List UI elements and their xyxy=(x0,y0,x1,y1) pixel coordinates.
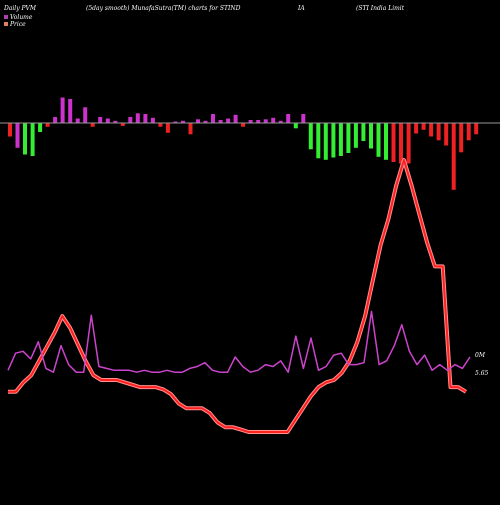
pvm-bar xyxy=(53,117,58,123)
pvm-bar xyxy=(105,118,110,123)
pvm-bar xyxy=(233,114,238,124)
pvm-bar xyxy=(361,123,366,141)
pvm-bar xyxy=(466,123,471,141)
legend-volume-label: Volume xyxy=(10,14,33,21)
header-center-left: (5day smooth) MunafaSutra(TM) charts for… xyxy=(86,5,241,12)
pvm-bar xyxy=(271,117,276,124)
pvm-bar xyxy=(248,120,253,123)
pvm-bar xyxy=(263,119,268,124)
pvm-bar xyxy=(308,123,313,150)
pvm-bar xyxy=(211,114,215,123)
pvm-bar xyxy=(226,118,231,123)
pvm-bar xyxy=(316,123,321,159)
pvm-bar xyxy=(203,120,208,124)
pvm-bar xyxy=(143,114,148,123)
pvm-bar xyxy=(173,121,178,123)
pvm-bar xyxy=(8,123,12,137)
pvm-bar xyxy=(150,117,155,124)
annotation-volume-zero: 0M xyxy=(475,352,486,359)
pvm-bar xyxy=(181,120,185,124)
pvm-bar xyxy=(391,123,396,162)
pvm-bar xyxy=(429,123,434,137)
pvm-bar xyxy=(45,123,50,127)
pvm-bar xyxy=(135,113,140,124)
pvm-bar xyxy=(421,123,426,130)
pvm-bar xyxy=(286,114,291,123)
pvm-bar xyxy=(414,123,419,134)
price-line xyxy=(8,159,467,433)
volume-series xyxy=(7,310,471,373)
pvm-bar xyxy=(188,123,193,135)
pvm-bar xyxy=(256,120,261,123)
pvm-bar xyxy=(38,123,43,132)
price-series xyxy=(8,158,468,434)
pvm-bar xyxy=(278,120,283,124)
pvm-bar xyxy=(384,123,388,160)
header-right: (STI India Limit xyxy=(356,5,405,12)
pvm-bar xyxy=(241,123,246,127)
pvm-bar xyxy=(128,117,133,123)
pvm-bar xyxy=(474,123,479,135)
pvm-bar xyxy=(23,123,27,155)
pvm-bar xyxy=(75,118,80,123)
pvm-bar xyxy=(323,123,328,160)
volume-line xyxy=(7,310,471,373)
pvm-bar xyxy=(15,123,20,148)
pvm-bar xyxy=(218,120,223,123)
pvm-bar xyxy=(369,123,373,149)
pvm-bar xyxy=(196,119,200,124)
pvm-bar xyxy=(90,123,95,127)
pvm-bar xyxy=(376,123,381,157)
pvm-bar xyxy=(353,123,358,148)
pvm-bar xyxy=(331,123,336,158)
pvm-bar xyxy=(165,123,170,133)
pvm-bar xyxy=(120,123,125,126)
pvm-bar xyxy=(444,123,449,146)
pvm-bar xyxy=(60,97,65,123)
pvm-bar xyxy=(436,123,441,141)
pvm-bar xyxy=(30,123,35,156)
pvm-bar xyxy=(158,123,163,127)
legend-price-swatch xyxy=(4,22,8,26)
pvm-bar xyxy=(113,120,118,124)
pvm-bar xyxy=(346,123,351,153)
legend-price-label: Price xyxy=(9,21,26,28)
pvm-bar xyxy=(293,123,298,129)
header-center-right: IA xyxy=(297,5,305,12)
pvm-bar xyxy=(338,123,343,156)
pvm-bar xyxy=(301,114,306,123)
pvm-bars xyxy=(8,97,479,190)
pvm-bar xyxy=(406,123,411,164)
pvm-bar xyxy=(451,123,456,190)
pvm-bar xyxy=(83,107,88,124)
annotation-price-last: 5.65 xyxy=(475,370,489,377)
legend-volume-swatch xyxy=(4,15,8,19)
pvm-bar xyxy=(98,117,103,123)
header-left: Daily PVM xyxy=(3,5,37,12)
pvm-bar xyxy=(68,99,73,123)
pvm-bar xyxy=(399,123,403,164)
pvm-bar xyxy=(459,123,464,153)
